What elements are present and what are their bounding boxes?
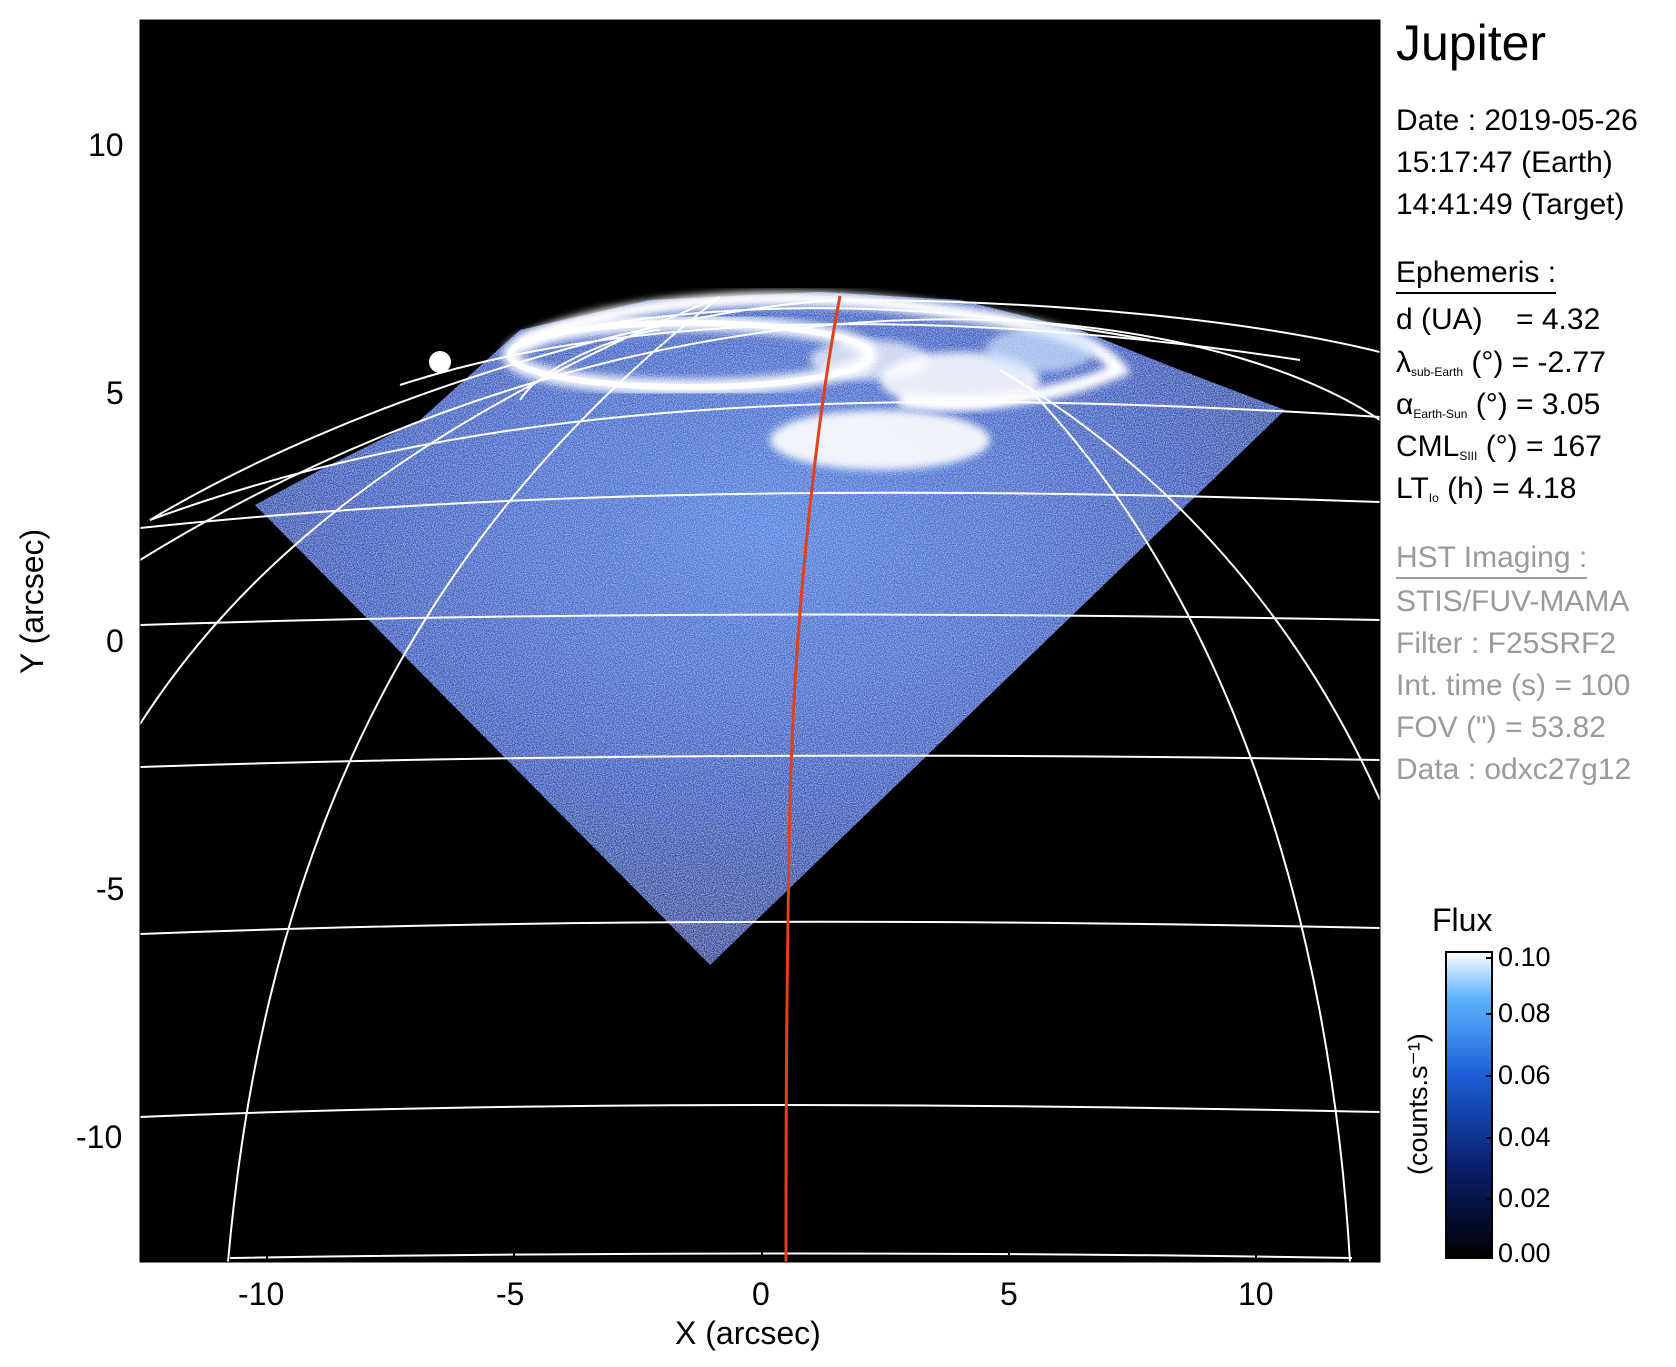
y-axis-label: Y (arcsec) [14, 528, 50, 674]
central-meridian [784, 295, 842, 1262]
axis-tick-marks [140, 143, 1257, 1262]
hst-heading: HST Imaging : [1396, 543, 1588, 579]
x-tick-label: 10 [1238, 1276, 1274, 1312]
y-tick-label: 5 [106, 375, 124, 411]
ephemeris-io-local-time: LTIo (h) = 4.18 [1396, 472, 1577, 505]
ephemeris-sub-earth-latitude: λsub-Earth (°) = -2.77 [1396, 346, 1606, 379]
ephemeris-cml: CMLSIII (°) = 167 [1396, 430, 1602, 463]
earth-time: 15:17:47 (Earth) [1396, 146, 1613, 179]
x-tick-label: 5 [1000, 1276, 1018, 1312]
io-footprint [429, 351, 451, 373]
colorbar-tick-label: 0.04 [1498, 1122, 1551, 1152]
hst-filter: Filter : F25SRF2 [1396, 627, 1617, 660]
x-axis-label: X (arcsec) [675, 1315, 821, 1351]
coordinate-grid [140, 296, 1380, 1262]
colorbar-title: Flux [1432, 902, 1493, 938]
y-tick-label: 10 [88, 127, 124, 163]
target-time: 14:41:49 (Target) [1396, 188, 1625, 221]
x-tick-label: -5 [496, 1276, 525, 1312]
colorbar [1445, 951, 1493, 1259]
date-line: Date : 2019-05-26 [1396, 104, 1638, 137]
hst-data-id: Data : odxc27g12 [1396, 753, 1632, 786]
ephemeris-phase-angle: αEarth-Sun (°) = 3.05 [1396, 388, 1601, 421]
planet-title: Jupiter [1396, 15, 1547, 71]
colorbar-tick-label: 0.02 [1498, 1183, 1551, 1213]
hst-fov: FOV (") = 53.82 [1396, 711, 1606, 744]
hst-instrument: STIS/FUV-MAMA [1396, 585, 1630, 618]
y-tick-label: 0 [106, 623, 124, 659]
x-tick-label: 0 [752, 1276, 770, 1312]
observed-disk-region [255, 292, 1285, 965]
ephemeris-distance: d (UA) = 4.32 [1396, 303, 1601, 336]
hst-integration-time: Int. time (s) = 100 [1396, 669, 1631, 702]
y-tick-label: -5 [96, 871, 125, 907]
colorbar-tick-label: 0.00 [1498, 1238, 1551, 1268]
colorbar-tick-label: 0.08 [1498, 998, 1551, 1028]
colorbar-tick-label: 0.10 [1498, 942, 1551, 972]
colorbar-tick-label: 0.06 [1498, 1060, 1551, 1090]
y-tick-label: -10 [76, 1119, 123, 1155]
x-tick-label: -10 [238, 1276, 285, 1312]
ephemeris-heading: Ephemeris : [1396, 258, 1557, 294]
colorbar-unit: (counts.s⁻¹) [1403, 1033, 1433, 1175]
